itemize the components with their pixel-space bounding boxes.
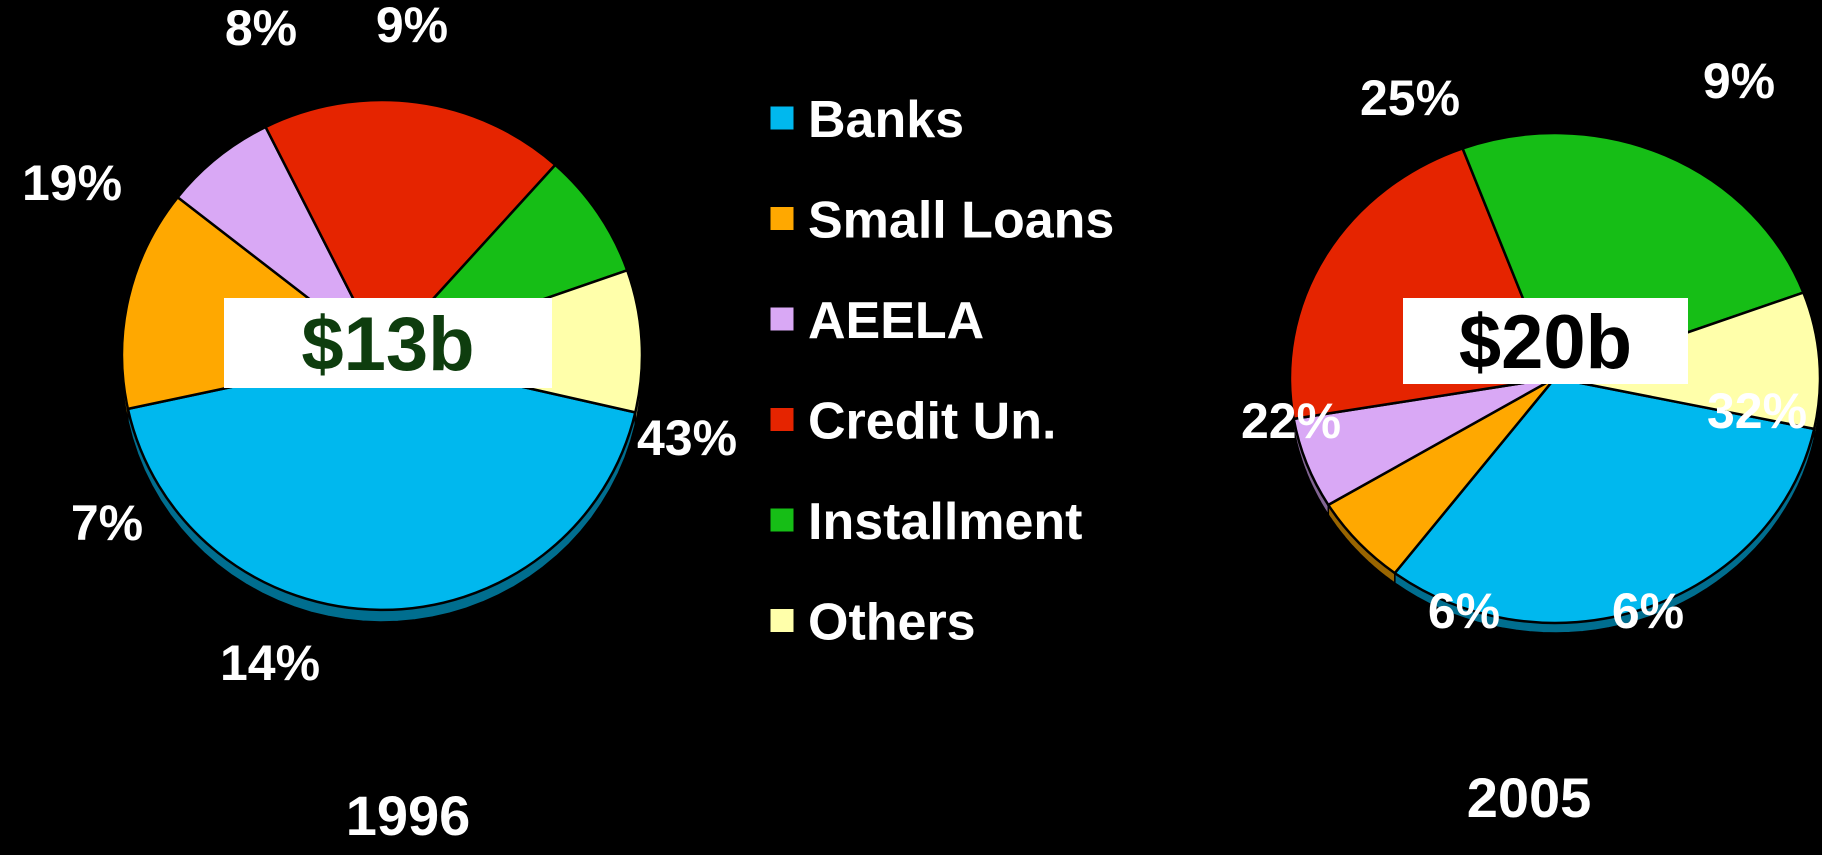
pie-chart-2005: $20b 32% 6% 6% 22% 25% 9% 2005	[1241, 53, 1822, 829]
legend-label-installment: Installment	[808, 493, 1083, 551]
legend-label-aeela: AEELA	[808, 292, 984, 350]
data-label-small-loans: 6%	[1612, 583, 1684, 639]
legend-swatch-small-loans	[769, 206, 795, 231]
legend-label-banks: Banks	[808, 91, 964, 149]
legend-swatch-installment	[769, 507, 795, 533]
legend-swatch-credit-un	[769, 407, 795, 432]
legend: Banks Small Loans AEELA Credit Un. Installme…	[769, 91, 1114, 652]
data-label-banks: 43%	[637, 410, 737, 466]
pie-slice-banks	[1393, 376, 1816, 625]
data-label-aeela: 7%	[71, 495, 143, 551]
legend-label-others: Others	[808, 594, 976, 652]
legend-swatch-aeela	[769, 306, 795, 332]
data-label-others: 9%	[376, 0, 448, 53]
total-value-label: $13b	[301, 302, 474, 387]
data-label-small-loans: 14%	[220, 635, 320, 691]
data-label-others: 9%	[1703, 53, 1775, 109]
pie-slice-credit-un	[264, 98, 557, 357]
legend-swatch-banks	[769, 105, 795, 131]
total-label-box	[1403, 298, 1688, 384]
data-label-credit-un: 22%	[1241, 393, 1341, 449]
data-label-banks: 32%	[1707, 383, 1807, 439]
year-label: 2005	[1467, 766, 1592, 829]
legend-label-credit-un: Credit Un.	[808, 393, 1056, 451]
data-label-installment: 8%	[225, 0, 297, 56]
year-label: 1996	[346, 784, 471, 847]
legend-label-small-loans: Small Loans	[808, 192, 1114, 250]
data-label-credit-un: 19%	[22, 155, 122, 211]
pie-chart-1996: $13b 43% 14% 7% 19% 8% 9% 1996	[22, 0, 737, 847]
legend-swatch-others	[769, 608, 795, 633]
data-label-aeela: 6%	[1428, 583, 1500, 639]
data-label-installment: 25%	[1360, 70, 1460, 126]
total-label-box	[224, 298, 552, 388]
total-value-label: $20b	[1459, 300, 1632, 385]
pie-slice-banks	[126, 353, 637, 612]
